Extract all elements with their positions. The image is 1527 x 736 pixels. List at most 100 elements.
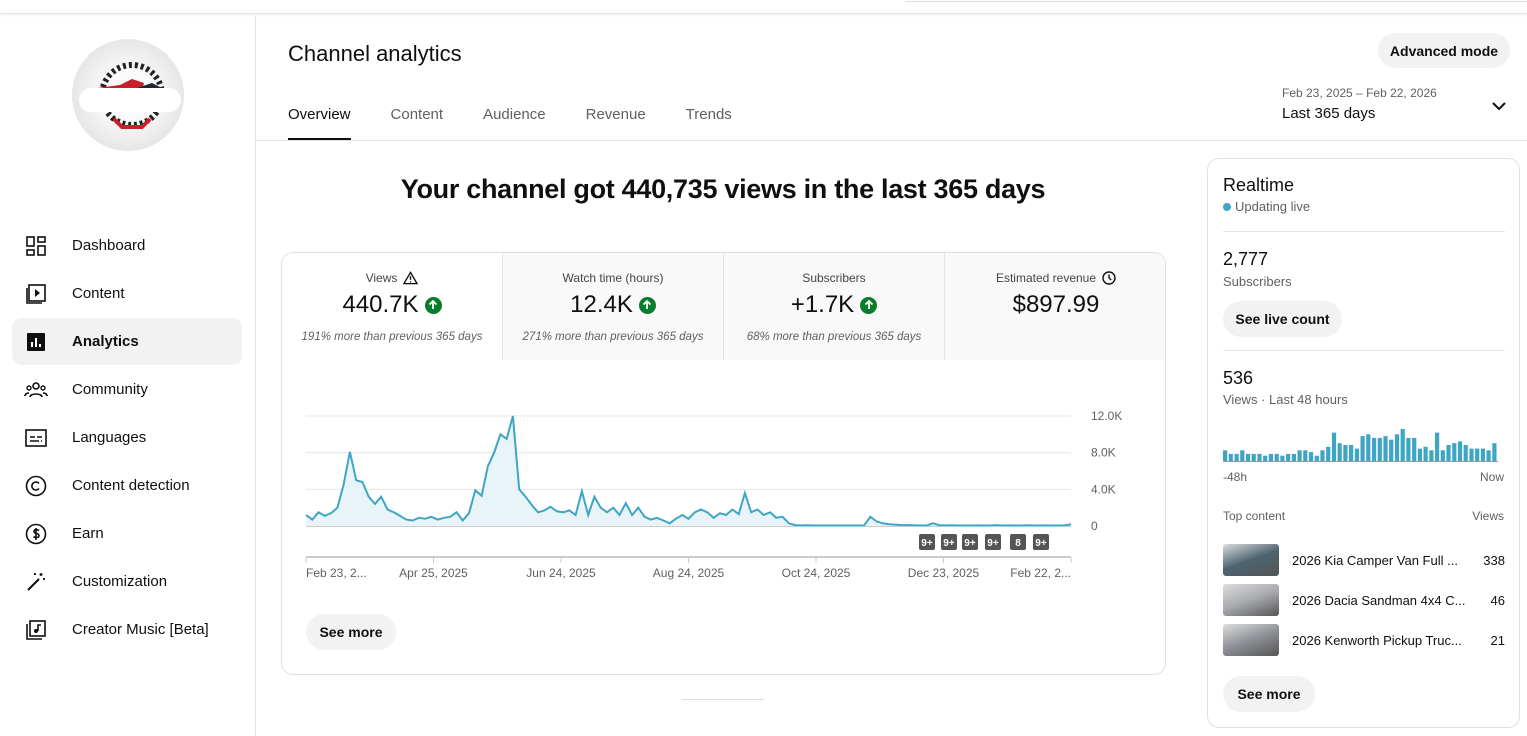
realtime-bar[interactable] xyxy=(1280,455,1285,461)
realtime-bar[interactable] xyxy=(1389,439,1394,461)
realtime-bar[interactable] xyxy=(1486,450,1491,461)
realtime-bar[interactable] xyxy=(1412,437,1417,461)
date-range-picker[interactable]: Feb 23, 2025 – Feb 22, 2026 Last 365 day… xyxy=(1282,86,1507,126)
sidebar-item-customization[interactable]: Customization xyxy=(12,558,242,605)
sidebar-item-content[interactable]: Content xyxy=(12,270,242,317)
top-content-label: Top content xyxy=(1223,509,1286,523)
channel-avatar[interactable] xyxy=(72,39,184,151)
realtime-bar[interactable] xyxy=(1423,446,1428,461)
realtime-bar[interactable] xyxy=(1435,432,1440,461)
realtime-bar[interactable] xyxy=(1303,450,1308,461)
realtime-bar[interactable] xyxy=(1469,448,1474,461)
tab-trends[interactable]: Trends xyxy=(685,106,732,123)
x-tick-label: Dec 23, 2025 xyxy=(908,566,980,580)
video-thumbnail[interactable] xyxy=(1223,544,1279,576)
metric-delta: 68% more than previous 365 days xyxy=(746,331,922,343)
realtime-bar[interactable] xyxy=(1257,453,1262,461)
top-content-item[interactable]: 2026 Kenworth Pickup Truc... 21 xyxy=(1223,624,1505,656)
live-dot-icon xyxy=(1223,202,1231,211)
tab-bar: Overview Content Audience Revenue Trends xyxy=(288,106,772,140)
realtime-bar[interactable] xyxy=(1337,443,1342,461)
realtime-bar[interactable] xyxy=(1314,455,1319,461)
see-more-button[interactable]: See more xyxy=(306,614,396,650)
see-live-count-button[interactable]: See live count xyxy=(1223,301,1342,337)
realtime-bar[interactable] xyxy=(1463,445,1468,461)
annotation-marker[interactable]: 9+ xyxy=(919,534,935,550)
realtime-bar[interactable] xyxy=(1383,436,1388,461)
realtime-bar[interactable] xyxy=(1354,448,1359,461)
realtime-bar[interactable] xyxy=(1366,434,1371,461)
realtime-bar[interactable] xyxy=(1377,437,1382,461)
realtime-bar[interactable] xyxy=(1223,450,1228,461)
realtime-bar[interactable] xyxy=(1475,448,1480,461)
annotation-marker[interactable]: 8 xyxy=(1010,534,1026,550)
realtime-bar[interactable] xyxy=(1400,429,1405,461)
annotation-marker[interactable]: 9+ xyxy=(962,534,978,550)
realtime-bar[interactable] xyxy=(1406,437,1411,461)
sidebar-item-creator-music-beta[interactable]: Creator Music [Beta] xyxy=(12,606,242,653)
realtime-bar[interactable] xyxy=(1245,453,1251,461)
annotation-marker[interactable]: 9+ xyxy=(985,534,1001,550)
series-line[interactable] xyxy=(305,415,1072,527)
top-content-item[interactable]: 2026 Dacia Sandman 4x4 C... 46 xyxy=(1223,584,1505,616)
realtime-bar[interactable] xyxy=(1234,453,1239,461)
tab-revenue[interactable]: Revenue xyxy=(585,106,646,123)
community-icon xyxy=(24,381,48,397)
video-title[interactable]: 2026 Kia Camper Van Full ... xyxy=(1292,552,1458,568)
realtime-bar[interactable] xyxy=(1360,436,1365,461)
realtime-bar[interactable] xyxy=(1251,453,1256,461)
annotation-marker[interactable]: 9+ xyxy=(1033,534,1049,550)
realtime-bar[interactable] xyxy=(1429,450,1434,461)
realtime-bar[interactable] xyxy=(1228,453,1233,461)
realtime-bar[interactable] xyxy=(1480,448,1485,461)
views-chart[interactable]: 0 4.0K 8.0K 12.0K Feb 23, 2... Apr 25, 2025 Ju… xyxy=(282,393,1166,633)
metric-revenue[interactable]: Estimated revenue $897.99 xyxy=(945,253,1165,360)
realtime-bar[interactable] xyxy=(1291,453,1296,461)
realtime-bar[interactable] xyxy=(1452,443,1457,461)
search-bar-edge[interactable] xyxy=(905,0,1527,2)
realtime-see-more-button[interactable]: See more xyxy=(1223,676,1315,712)
annotation-marker[interactable]: 9+ xyxy=(941,534,957,550)
clock-icon[interactable] xyxy=(1102,271,1116,285)
realtime-bar[interactable] xyxy=(1240,450,1245,461)
realtime-bar[interactable] xyxy=(1286,453,1291,461)
metric-views[interactable]: Views 440.7K 191% more than previous 365… xyxy=(282,253,503,360)
video-title[interactable]: 2026 Kenworth Pickup Truc... xyxy=(1292,632,1462,648)
realtime-bar[interactable] xyxy=(1326,446,1331,461)
realtime-bar[interactable] xyxy=(1331,432,1337,461)
realtime-bar[interactable] xyxy=(1372,437,1377,461)
tab-overview[interactable]: Overview xyxy=(288,106,351,140)
sidebar-item-label: Dashboard xyxy=(72,237,146,254)
realtime-bar[interactable] xyxy=(1274,453,1279,461)
realtime-bar[interactable] xyxy=(1457,441,1463,461)
realtime-bar[interactable] xyxy=(1297,450,1302,461)
video-title[interactable]: 2026 Dacia Sandman 4x4 C... xyxy=(1292,592,1466,608)
realtime-bar[interactable] xyxy=(1320,450,1325,461)
video-thumbnail[interactable] xyxy=(1223,624,1279,656)
realtime-bar[interactable] xyxy=(1263,455,1268,461)
realtime-bar[interactable] xyxy=(1446,445,1451,461)
realtime-bar-chart[interactable] xyxy=(1223,421,1505,463)
realtime-bar[interactable] xyxy=(1343,445,1348,461)
sidebar-item-community[interactable]: Community xyxy=(12,366,242,413)
sidebar-item-content-detection[interactable]: Content detection xyxy=(12,462,242,509)
sidebar-item-analytics[interactable]: Analytics xyxy=(12,318,242,365)
sidebar-item-earn[interactable]: Earn xyxy=(12,510,242,557)
realtime-bar[interactable] xyxy=(1492,443,1497,461)
sidebar-item-languages[interactable]: Languages xyxy=(12,414,242,461)
realtime-bar[interactable] xyxy=(1440,450,1445,461)
realtime-bar[interactable] xyxy=(1394,434,1400,461)
tab-content[interactable]: Content xyxy=(390,106,444,123)
realtime-bar[interactable] xyxy=(1308,452,1314,461)
warning-icon[interactable] xyxy=(403,271,419,285)
sidebar-item-dashboard[interactable]: Dashboard xyxy=(12,222,242,269)
metric-subscribers[interactable]: Subscribers +1.7K 68% more than previous… xyxy=(724,253,945,360)
realtime-bar[interactable] xyxy=(1417,448,1422,461)
realtime-bar[interactable] xyxy=(1268,453,1273,461)
metric-watch-time[interactable]: Watch time (hours) 12.4K 271% more than … xyxy=(503,253,724,360)
realtime-bar[interactable] xyxy=(1349,445,1354,461)
advanced-mode-button[interactable]: Advanced mode xyxy=(1378,33,1510,68)
top-content-item[interactable]: 2026 Kia Camper Van Full ... 338 xyxy=(1223,544,1505,576)
video-thumbnail[interactable] xyxy=(1223,584,1279,616)
tab-audience[interactable]: Audience xyxy=(483,106,546,123)
